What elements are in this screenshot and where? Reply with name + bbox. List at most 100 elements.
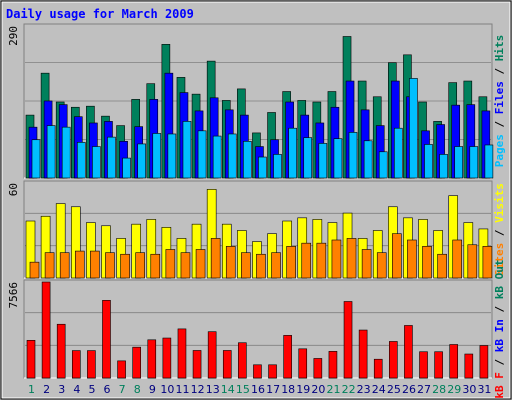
- day-label: 11: [176, 383, 190, 396]
- bar-sites-day-22: [346, 238, 357, 279]
- bar-kb-f-day-24: [373, 358, 383, 379]
- bar-sites-day-1: [29, 261, 40, 279]
- day-label: 31: [477, 383, 491, 396]
- day-label: 2: [43, 383, 50, 396]
- bar-sites-day-18: [286, 246, 296, 279]
- bar-sites-day-4: [74, 250, 85, 279]
- bar-pages-day-5: [92, 146, 101, 179]
- day-label: 25: [387, 383, 401, 396]
- panel-middle: 60 Sites / Visits: [7, 180, 506, 279]
- day-label: 8: [134, 383, 141, 396]
- bar-kb-f-day-17: [268, 364, 277, 379]
- bar-sites-day-26: [407, 239, 417, 279]
- series-kb-f: [26, 281, 489, 379]
- bar-pages-day-21: [333, 138, 343, 179]
- legend-item-kbout: kB Out: [493, 259, 506, 299]
- bar-kb-f-day-16: [253, 364, 262, 379]
- legend-item-kbf: kB F: [493, 372, 506, 399]
- panel-middle-legend: Sites / Visits: [493, 183, 506, 276]
- bar-pages-day-9: [152, 133, 162, 179]
- day-label: 24: [372, 383, 386, 396]
- bar-pages-day-27: [424, 144, 433, 179]
- chart-title: Daily usage for March 2009: [6, 7, 194, 21]
- bar-pages-day-14: [227, 133, 237, 179]
- day-label: 5: [88, 383, 95, 396]
- bar-pages-day-16: [258, 156, 267, 179]
- bar-pages-day-13: [212, 135, 222, 179]
- bar-kb-f-day-19: [298, 348, 308, 379]
- bar-pages-day-12: [197, 130, 207, 179]
- bar-kb-f-day-31: [479, 345, 489, 379]
- bar-sites-day-5: [90, 250, 100, 279]
- legend-item-kbin: kB In: [493, 319, 506, 352]
- bar-kb-f-day-5: [87, 350, 96, 379]
- bar-kb-f-day-15: [238, 342, 247, 379]
- bar-pages-day-8: [137, 143, 146, 179]
- day-label: 4: [73, 383, 80, 396]
- series-sites: [29, 233, 493, 279]
- bar-kb-f-day-4: [71, 350, 81, 379]
- day-label: 1: [28, 383, 35, 396]
- bar-sites-day-29: [452, 239, 463, 279]
- legend-item-files: Files: [493, 81, 506, 114]
- bar-kb-f-day-28: [434, 351, 443, 379]
- bar-pages-day-20: [318, 143, 328, 179]
- bar-sites-day-2: [44, 252, 55, 279]
- bar-sites-day-3: [59, 252, 70, 279]
- day-labels-group: 1 2 3 4 5 6 7 8 9 10 11 12 13 14 15 16 17 18 19 20 21 22 23 24 2…: [28, 383, 491, 396]
- day-label: 22: [342, 383, 356, 396]
- day-label: 17: [266, 383, 280, 396]
- day-label: 23: [357, 383, 371, 396]
- legend-separator: /: [493, 352, 506, 372]
- bar-kb-f-day-3: [56, 323, 66, 379]
- bar-pages-day-10: [167, 133, 177, 179]
- bar-sites-day-14: [225, 246, 236, 279]
- legend-separator: /: [493, 61, 506, 81]
- bar-sites-day-31: [482, 246, 493, 279]
- bar-pages-day-19: [303, 137, 313, 179]
- panel-top-ymax-label: 290: [7, 26, 20, 46]
- day-label: 16: [251, 383, 265, 396]
- bar-kb-f-day-13: [207, 331, 217, 379]
- bar-sites-day-27: [422, 246, 432, 279]
- bar-kb-f-day-9: [147, 339, 157, 379]
- bar-kb-f-day-12: [192, 350, 202, 379]
- legend-separator: /: [493, 223, 506, 243]
- day-label: 27: [417, 383, 431, 396]
- bar-pages-day-31: [484, 144, 494, 179]
- bar-sites-day-12: [195, 249, 206, 279]
- panel-bottom-ymax-label: 7566: [7, 282, 20, 309]
- bar-kb-f-day-25: [389, 341, 398, 379]
- bar-kb-f-day-21: [328, 351, 338, 379]
- bar-pages-day-18: [288, 127, 297, 179]
- bar-pages-day-30: [469, 146, 479, 179]
- day-label: 28: [432, 383, 446, 396]
- bar-sites-day-19: [301, 242, 312, 279]
- panel-middle-ymax-label: 60: [7, 183, 20, 196]
- bar-kb-f-day-26: [404, 325, 413, 379]
- bar-pages-day-22: [348, 132, 358, 179]
- day-label: 29: [447, 383, 461, 396]
- legend-separator: /: [493, 299, 506, 319]
- bar-kb-f-day-10: [162, 337, 172, 379]
- bar-pages-day-4: [76, 142, 86, 179]
- bar-pages-day-11: [182, 121, 192, 179]
- bar-sites-day-16: [256, 253, 266, 279]
- day-label: 21: [326, 383, 340, 396]
- bar-kb-f-day-29: [449, 344, 459, 379]
- bar-kb-f-day-8: [132, 346, 141, 379]
- bar-kb-f-day-7: [117, 360, 126, 379]
- bar-kb-f-day-18: [283, 335, 292, 379]
- day-label: 30: [462, 383, 476, 396]
- legend-item-visits: Visits: [493, 183, 506, 223]
- bar-kb-f-day-23: [358, 329, 368, 379]
- bar-kb-f-day-20: [313, 358, 323, 379]
- bar-sites-day-23: [361, 249, 372, 279]
- bar-pages-day-24: [378, 151, 388, 179]
- bar-sites-day-6: [105, 252, 115, 279]
- day-label: 10: [160, 383, 174, 396]
- day-label: 7: [119, 383, 126, 396]
